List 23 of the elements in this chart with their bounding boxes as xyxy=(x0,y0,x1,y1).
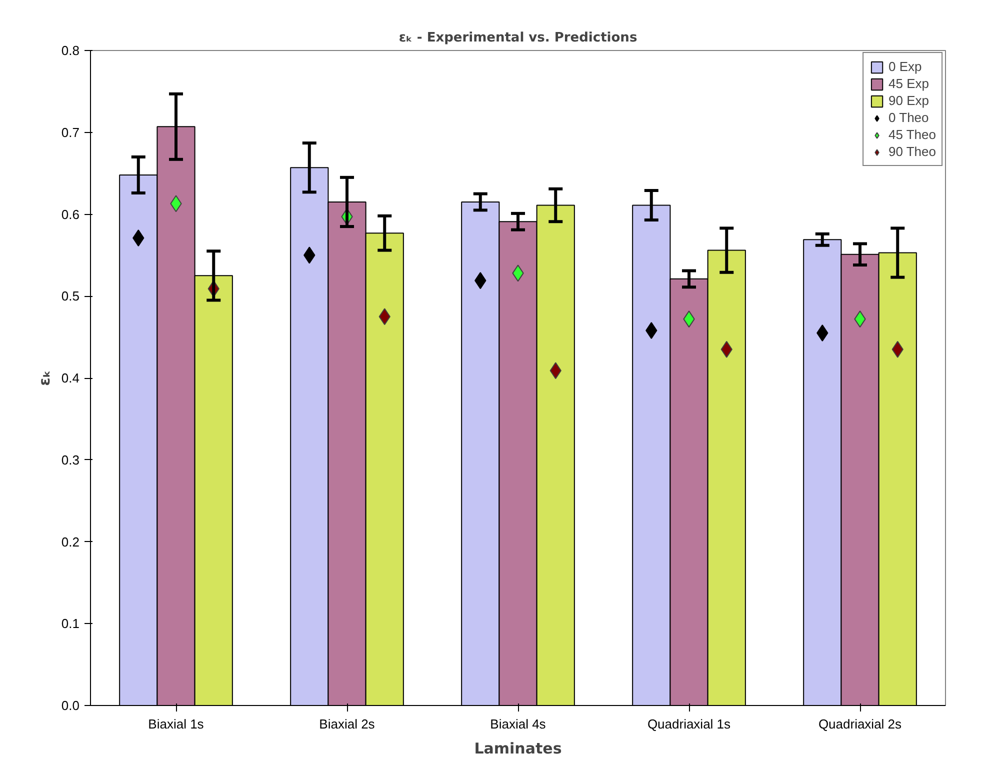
x-axis-title: Laminates xyxy=(474,740,562,758)
legend-label: 0 Theo xyxy=(888,110,929,125)
y-tick-label: 0.6 xyxy=(61,206,80,222)
x-tick-label: Biaxial 2s xyxy=(319,716,376,732)
y-tick-label: 0.5 xyxy=(61,288,80,304)
x-tick-label: Quadriaxial 1s xyxy=(647,716,732,732)
legend-label: 0 Exp xyxy=(888,59,922,74)
y-axis-title: εₖ xyxy=(35,370,54,386)
y-tick-label: 0.7 xyxy=(61,124,80,140)
x-tick-label: Quadriaxial 2s xyxy=(818,716,902,732)
y-tick-label: 0.3 xyxy=(61,452,80,468)
y-tick-label: 0.4 xyxy=(61,370,80,386)
legend-label: 45 Theo xyxy=(888,127,936,142)
y-tick-label: 0.8 xyxy=(61,43,80,58)
y-tick-label: 0.2 xyxy=(61,534,80,550)
x-tick-label: Biaxial 4s xyxy=(490,716,546,732)
legend-label: 90 Theo xyxy=(888,144,936,159)
y-tick-label: 0.1 xyxy=(61,616,80,632)
legend-label: 45 Exp xyxy=(888,76,930,91)
legend-label: 90 Exp xyxy=(888,93,930,108)
chart-title: εₖ - Experimental vs. Predictions xyxy=(398,30,638,46)
y-tick-label: 0.0 xyxy=(61,698,80,713)
x-tick-label: Biaxial 1s xyxy=(148,716,204,732)
